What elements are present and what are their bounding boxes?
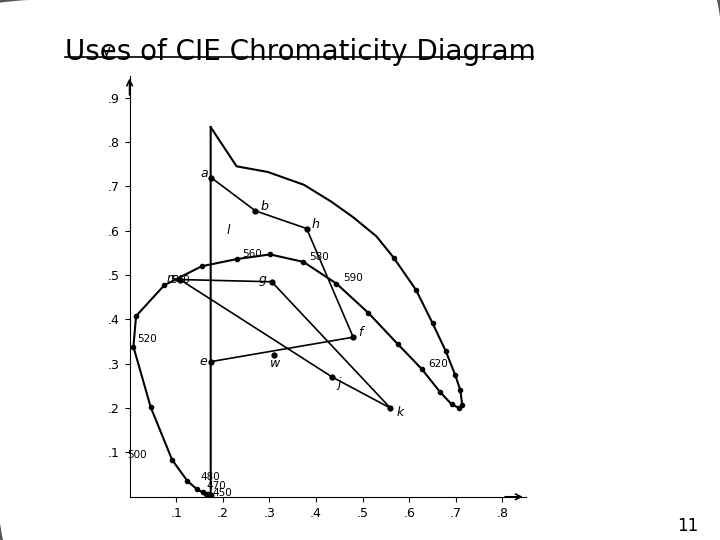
Text: 580: 580 (310, 252, 329, 262)
Text: b: b (260, 200, 268, 213)
Text: Uses of CIE Chromaticity Diagram: Uses of CIE Chromaticity Diagram (65, 38, 536, 66)
Text: 560: 560 (243, 249, 262, 259)
Text: 540: 540 (171, 274, 190, 285)
Text: w: w (270, 357, 281, 370)
Text: 450: 450 (212, 488, 232, 498)
Text: a: a (201, 167, 209, 180)
Text: m: m (167, 272, 179, 285)
Text: 590: 590 (343, 273, 363, 283)
Text: g: g (258, 273, 266, 286)
Text: e: e (199, 355, 207, 368)
Text: 620: 620 (428, 359, 448, 369)
Text: f: f (358, 326, 362, 339)
Text: 470: 470 (207, 481, 227, 491)
Text: k: k (396, 406, 403, 419)
Text: 11: 11 (677, 517, 698, 535)
Text: 480: 480 (200, 472, 220, 482)
Text: y: y (102, 44, 110, 59)
Text: l: l (227, 224, 230, 237)
Text: h: h (311, 218, 319, 231)
Text: 500: 500 (127, 450, 147, 460)
Text: 520: 520 (137, 334, 157, 345)
Text: j: j (337, 377, 341, 390)
